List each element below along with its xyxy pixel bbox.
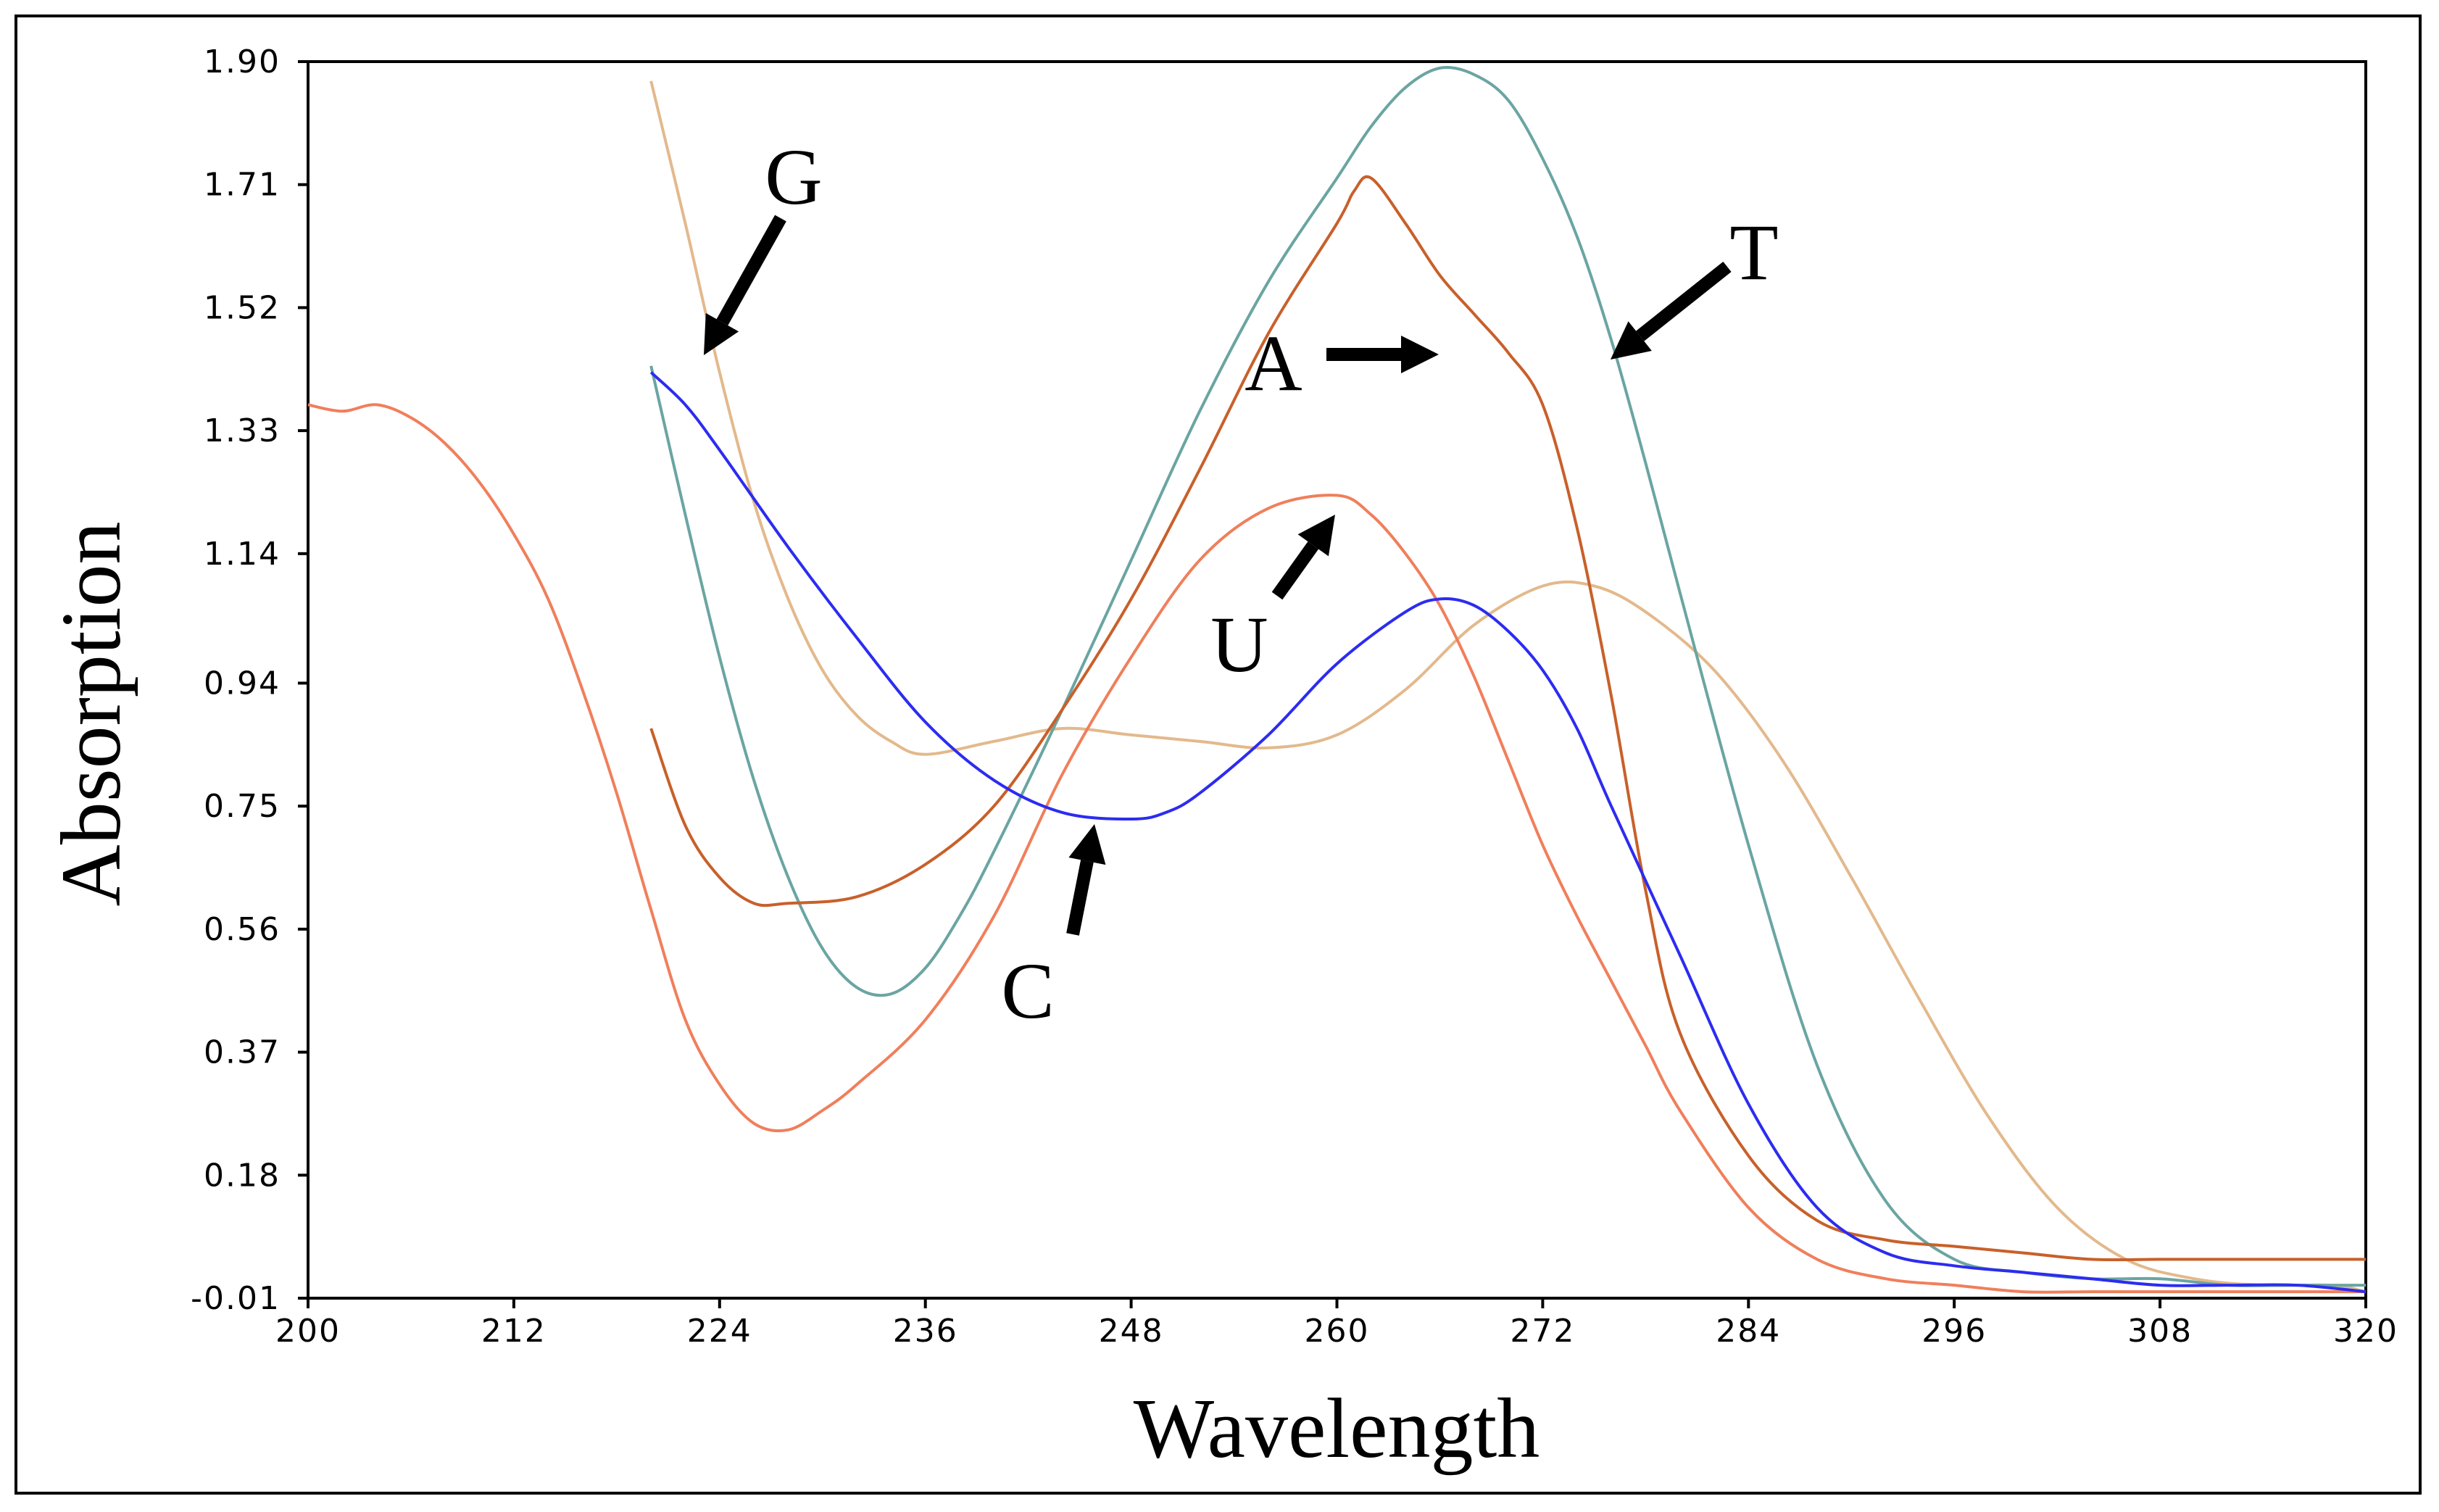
x-tick-label: 296: [1921, 1313, 1987, 1350]
y-tick-label: 0.37: [204, 1034, 281, 1071]
y-tick-label: -0.01: [191, 1280, 281, 1317]
y-tick-label: 0.18: [204, 1157, 281, 1194]
y-axis-title: Absorption: [43, 522, 138, 907]
arrow-u-head: [1297, 515, 1335, 557]
series-group: [307, 66, 2367, 1294]
plot-area: [307, 60, 2367, 1300]
arrow-t-shaft: [1636, 261, 1732, 341]
chart-frame: [14, 14, 2422, 1495]
y-tick-label: 1.71: [204, 167, 281, 204]
arrow-u-shaft: [1271, 541, 1319, 600]
annotation-label-a: A: [1245, 319, 1302, 407]
x-tick-label: 200: [275, 1313, 341, 1350]
annotation-label-t: T: [1729, 208, 1778, 296]
series-line-t: [649, 66, 2366, 1287]
annotation-labels: G A T U C: [765, 133, 1778, 1035]
y-tick-label: 0.56: [204, 911, 281, 948]
arrow-a-head: [1401, 336, 1439, 373]
arrow-t-head: [1611, 321, 1652, 360]
y-axis-ticks: 1.90 1.71 1.52 1.33 1.14 0.94 0.75 0.56 0.37 0.18…: [191, 43, 308, 1317]
x-axis-title: Wavelength: [1134, 1381, 1540, 1476]
arrow-g-shaft: [716, 215, 786, 326]
y-tick-label: 1.33: [204, 412, 281, 449]
y-tick-label: 1.14: [204, 536, 281, 573]
x-axis-ticks: 200 212 224 236 248 260 272 284 296 308 320: [275, 1298, 2398, 1350]
arrow-g: [704, 215, 786, 355]
x-tick-label: 260: [1305, 1313, 1370, 1350]
x-tick-label: 236: [893, 1313, 958, 1350]
x-tick-label: 308: [2127, 1313, 2193, 1350]
arrow-t: [1611, 261, 1732, 360]
arrow-a: [1326, 336, 1439, 373]
y-tick-label: 1.90: [204, 43, 281, 80]
x-tick-label: 248: [1099, 1313, 1164, 1350]
y-tick-label: 0.94: [204, 665, 281, 702]
y-tick-label: 0.75: [204, 788, 281, 825]
annotation-label-u: U: [1210, 600, 1268, 689]
x-tick-label: 272: [1510, 1313, 1575, 1350]
series-line-g: [649, 80, 2367, 1294]
series-line-c: [649, 371, 2367, 1294]
series-line-a: [649, 175, 2366, 1262]
arrow-c-shaft: [1066, 860, 1094, 936]
annotation-arrows: [704, 215, 1732, 936]
arrow-c: [1066, 824, 1106, 936]
arrow-c-head: [1068, 824, 1106, 865]
series-line-u: [307, 403, 2366, 1294]
arrow-u: [1271, 515, 1335, 600]
annotation-label-c: C: [1001, 947, 1054, 1035]
x-tick-label: 284: [1716, 1313, 1781, 1350]
y-tick-label: 1.52: [204, 289, 281, 326]
x-tick-label: 212: [481, 1313, 547, 1350]
annotation-label-g: G: [765, 133, 822, 221]
x-tick-label: 320: [2333, 1313, 2398, 1350]
x-tick-label: 224: [687, 1313, 752, 1350]
arrow-g-head: [704, 312, 739, 355]
